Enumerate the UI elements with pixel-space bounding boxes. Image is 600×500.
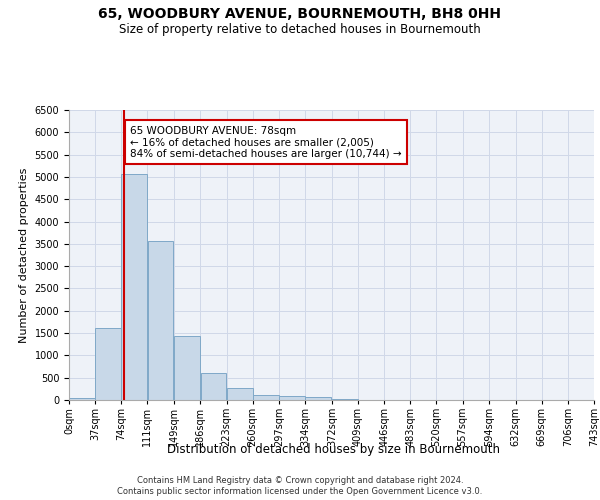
Text: Contains HM Land Registry data © Crown copyright and database right 2024.: Contains HM Land Registry data © Crown c… — [137, 476, 463, 485]
Bar — [175, 336, 200, 400]
Bar — [200, 373, 226, 400]
Y-axis label: Number of detached properties: Number of detached properties — [19, 168, 29, 342]
Bar — [148, 240, 173, 400]
Bar — [121, 174, 148, 400]
Text: Size of property relative to detached houses in Bournemouth: Size of property relative to detached ho… — [119, 22, 481, 36]
Bar — [69, 398, 95, 400]
Bar — [253, 394, 279, 400]
Bar — [332, 398, 358, 400]
Bar — [279, 396, 305, 400]
Bar — [305, 396, 331, 400]
Bar — [95, 328, 121, 400]
Text: Distribution of detached houses by size in Bournemouth: Distribution of detached houses by size … — [167, 442, 500, 456]
Text: Contains public sector information licensed under the Open Government Licence v3: Contains public sector information licen… — [118, 488, 482, 496]
Text: 65, WOODBURY AVENUE, BOURNEMOUTH, BH8 0HH: 65, WOODBURY AVENUE, BOURNEMOUTH, BH8 0H… — [98, 8, 502, 22]
Text: 65 WOODBURY AVENUE: 78sqm
← 16% of detached houses are smaller (2,005)
84% of se: 65 WOODBURY AVENUE: 78sqm ← 16% of detac… — [130, 126, 401, 159]
Bar — [227, 388, 253, 400]
